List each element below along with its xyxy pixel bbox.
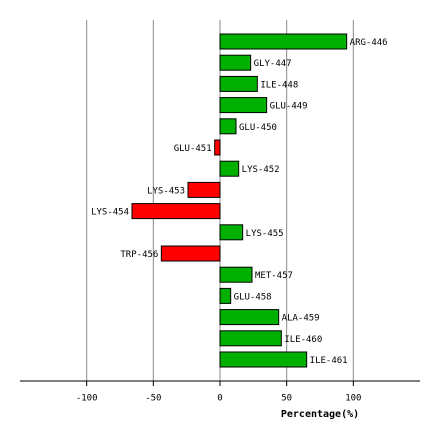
bar-label: GLU-458 — [234, 292, 272, 302]
x-tick-label: 100 — [345, 394, 361, 404]
bar — [219, 160, 240, 177]
bar — [219, 97, 268, 114]
bar-label: GLY-447 — [254, 59, 292, 69]
x-tick-label: 50 — [281, 394, 292, 404]
bar-label: LYS-453 — [147, 186, 185, 196]
bar-label: ALA-459 — [282, 314, 320, 324]
bar-label: TRP-456 — [120, 250, 158, 260]
x-tick-label: -50 — [145, 394, 161, 404]
bar-label: ILE-448 — [260, 80, 298, 90]
bar — [187, 181, 221, 198]
x-tick-label: 0 — [217, 394, 222, 404]
bar-label: ILE-461 — [310, 356, 348, 366]
bar-label: LYS-452 — [242, 165, 280, 175]
bar-label: GLU-449 — [270, 102, 308, 112]
bar — [214, 139, 221, 156]
bar — [219, 330, 282, 347]
bar-label: GLU-450 — [239, 123, 277, 133]
bar — [219, 33, 348, 50]
bar-label: MET-457 — [255, 271, 293, 281]
bar — [160, 245, 221, 262]
bar — [219, 224, 244, 241]
bar-label: GLU-451 — [174, 144, 212, 154]
x-axis-label: Percentage(%) — [281, 409, 359, 420]
bar — [219, 287, 232, 304]
bar — [219, 351, 308, 368]
bar-label: LYS-454 — [91, 208, 129, 218]
bar — [219, 309, 280, 326]
bar-label: ARG-446 — [350, 38, 388, 48]
bar-label: ILE-460 — [284, 335, 322, 345]
bar — [131, 203, 221, 220]
bar — [219, 266, 253, 283]
bar — [219, 54, 252, 71]
x-tick-label: -100 — [76, 394, 98, 404]
bar-label: LYS-455 — [246, 229, 284, 239]
bar — [219, 75, 258, 92]
bar — [219, 118, 237, 135]
